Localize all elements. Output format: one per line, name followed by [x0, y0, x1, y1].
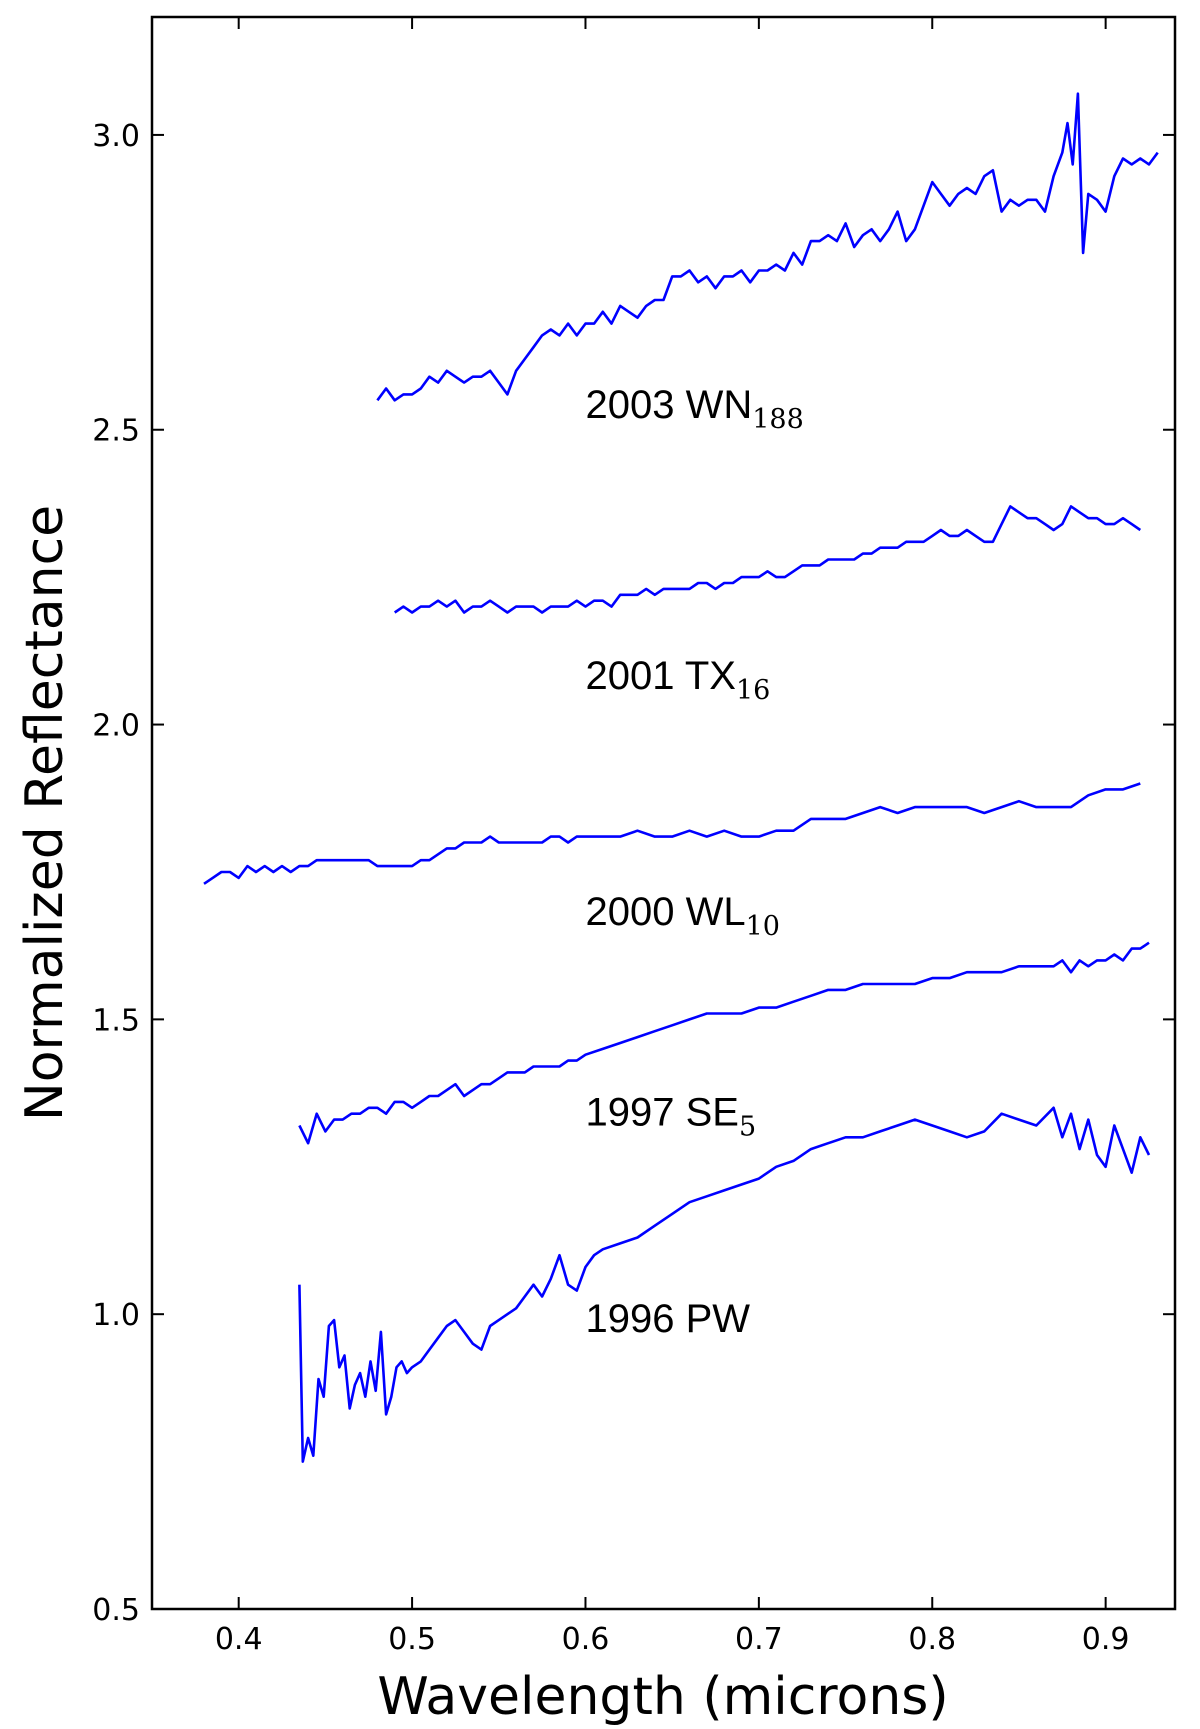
series-line-3 [298, 941, 1150, 1145]
series-line-0 [376, 92, 1159, 402]
series-label-main: 1996 PW [585, 1297, 750, 1341]
spectra-lines [203, 92, 1159, 1463]
series-label-2: 2000 WL10 [585, 890, 779, 942]
series-label-subscript: 10 [746, 911, 780, 942]
plot-frame [150, 15, 1177, 1611]
series-label-subscript: 5 [739, 1112, 756, 1143]
y-axis-ticks: 0.5 1.0 1.5 2.0 2.5 3.0 [92, 119, 1175, 1628]
series-label-4: 1996 PW [585, 1297, 750, 1341]
series-label-subscript: 16 [736, 675, 770, 706]
series-label-1: 2001 TX16 [585, 654, 770, 706]
x-tick-label: 0.6 [562, 1622, 610, 1657]
series-label-0: 2003 WN188 [585, 383, 803, 435]
x-axis-ticks: 0.4 0.5 0.6 0.7 0.8 0.9 [215, 17, 1130, 1657]
x-tick-label: 0.7 [735, 1622, 783, 1657]
series-label-3: 1997 SE5 [585, 1091, 756, 1143]
x-tick-label: 0.4 [215, 1622, 263, 1657]
series-labels: 2003 WN188 2001 TX16 2000 WL10 1997 SE5 1996… [585, 383, 803, 1341]
series-label-main: 2003 WN [585, 383, 752, 427]
x-tick-label: 0.8 [908, 1622, 956, 1657]
y-tick-label: 1.0 [92, 1298, 140, 1333]
y-tick-label: 0.5 [92, 1593, 140, 1628]
y-tick-label: 1.5 [92, 1003, 140, 1038]
y-axis-title: Normalized Reflectance [15, 505, 75, 1121]
series-label-main: 2000 WL [585, 890, 745, 934]
series-label-subscript: 188 [752, 404, 804, 435]
series-label-main: 1997 SE [585, 1091, 738, 1135]
series-line-2 [203, 782, 1141, 885]
y-tick-label: 2.0 [92, 709, 140, 744]
series-line-4 [298, 1106, 1151, 1463]
series-line-1 [393, 505, 1142, 614]
series-label-main: 2001 TX [585, 654, 736, 698]
x-tick-label: 0.5 [388, 1622, 436, 1657]
x-tick-label: 0.9 [1082, 1622, 1130, 1657]
y-tick-label: 2.5 [92, 414, 140, 449]
y-tick-label: 3.0 [92, 119, 140, 154]
x-axis-title: Wavelength (microns) [377, 1667, 948, 1727]
